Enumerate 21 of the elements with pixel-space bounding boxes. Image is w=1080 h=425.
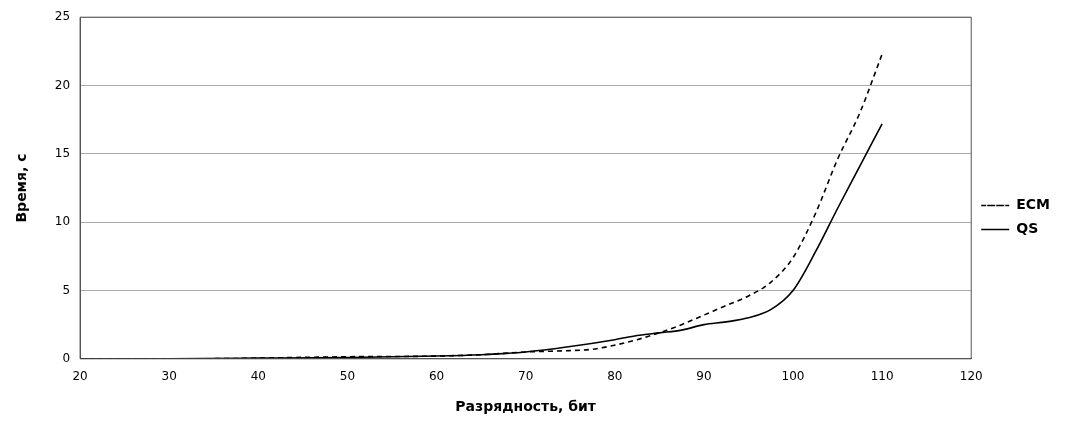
x-axis-title: Разрядность, бит (455, 398, 597, 415)
x-tick-label: 60 (428, 369, 445, 384)
x-tick-label: 110 (870, 369, 894, 384)
x-tick-label: 120 (959, 369, 983, 384)
legend-label: QS (1016, 220, 1039, 237)
y-tick-label: 20 (54, 77, 71, 92)
x-tick-label: 100 (781, 369, 805, 384)
x-tick-label: 70 (518, 369, 534, 384)
y-tick-label: 10 (54, 214, 71, 229)
x-tick-label: 80 (607, 369, 623, 384)
y-tick-label: 25 (54, 9, 71, 24)
x-tick-label: 90 (696, 369, 712, 384)
y-tick-label: 15 (54, 145, 71, 160)
x-tick-label: 50 (339, 369, 356, 384)
y-tick-label: 5 (62, 282, 71, 297)
x-tick-label: 20 (72, 369, 88, 384)
x-tick-label: 40 (250, 369, 266, 384)
y-axis-title: Время, с (13, 153, 30, 223)
y-tick-label: 0 (62, 350, 71, 365)
legend-label: ECM (1016, 196, 1051, 213)
x-tick-label: 30 (161, 369, 177, 384)
